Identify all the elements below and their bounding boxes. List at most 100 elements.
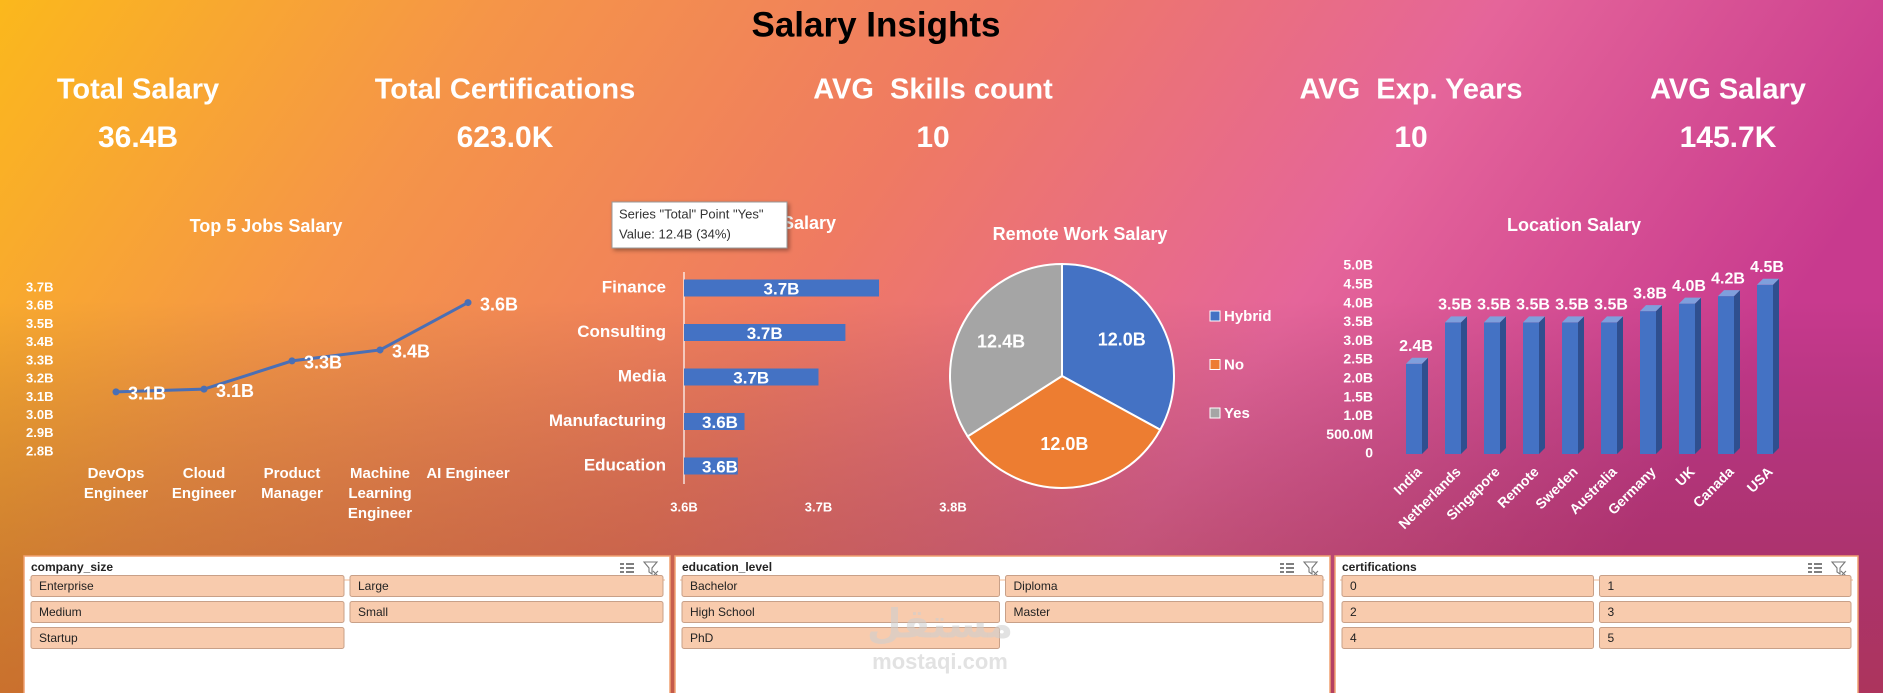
bar-front: [1640, 311, 1656, 454]
bar-side: [1539, 316, 1545, 454]
slicer-button-label: Small: [358, 605, 388, 619]
data-label: 3.6B: [702, 457, 738, 476]
y-tick-label: 3.3B: [26, 352, 53, 367]
slicer-button[interactable]: [1005, 601, 1324, 623]
slicer-button-label: 5: [1608, 631, 1615, 645]
bar-side: [1734, 290, 1740, 454]
pie-slice: [966, 374, 1162, 490]
x-tick-label: 3.6B: [670, 499, 697, 514]
bar-side: [1656, 305, 1662, 454]
x-tick-label: Product Manager: [261, 465, 323, 502]
slicer-button[interactable]: [1341, 601, 1594, 623]
slicer-button[interactable]: [1599, 601, 1852, 623]
kpi-label: Total Certifications: [375, 74, 636, 106]
slicer-button[interactable]: [1341, 627, 1594, 649]
bar-top: [1562, 316, 1584, 323]
bar: [1718, 290, 1740, 454]
multi-select-icon: [1280, 563, 1294, 573]
y-tick-label: 3.4B: [26, 334, 53, 349]
legend-swatch: [1209, 310, 1221, 322]
bar: [1757, 278, 1779, 454]
slicer-button[interactable]: [349, 575, 664, 597]
marker: [464, 299, 472, 307]
kpi-label: AVG Skills count: [813, 74, 1053, 106]
data-label: 12.4B: [977, 331, 1025, 351]
watermark: mostaqi.com: [872, 649, 1008, 674]
slicer-header: certifications: [1342, 560, 1417, 574]
slicer-header: education_level: [682, 560, 772, 574]
legend-label: Yes: [1224, 405, 1250, 422]
data-label: 3.7B: [733, 368, 769, 387]
data-label: 3.5B: [1477, 297, 1511, 314]
bar: [1640, 305, 1662, 454]
slicer-button[interactable]: [1599, 575, 1852, 597]
y-tick-label: 3.0B: [1343, 332, 1373, 348]
tooltip-box: [611, 201, 788, 249]
bar-top: [1484, 316, 1506, 323]
x-tick-label: AI Engineer: [426, 465, 510, 482]
kpi-label: Total Salary: [57, 74, 219, 106]
slicer-button[interactable]: [349, 601, 664, 623]
kpi-label: AVG Salary: [1650, 74, 1806, 106]
bar-side: [1500, 316, 1506, 454]
slicer-button-label: High School: [690, 605, 755, 619]
y-tick-label: 0: [1365, 445, 1373, 461]
bar-side: [1617, 316, 1623, 454]
bar: [1679, 297, 1701, 454]
slicer-button[interactable]: [1005, 575, 1324, 597]
data-label: 2.4B: [1399, 338, 1433, 355]
y-tick-label: Consulting: [577, 322, 666, 341]
data-label: 12.0B: [1098, 329, 1146, 349]
bar-top: [1601, 316, 1623, 323]
slicer-button[interactable]: [1599, 627, 1852, 649]
slicer-button-label: Enterprise: [39, 579, 94, 593]
marker: [112, 388, 120, 396]
slicer-header: company_size: [31, 560, 113, 574]
slicer-button-label: 3: [1608, 605, 1615, 619]
bar-top: [1445, 316, 1467, 323]
y-tick-label: 3.0B: [26, 407, 53, 422]
data-label: 3.7B: [747, 324, 783, 343]
tooltip-line: Value: 12.4B (34%): [619, 226, 731, 241]
slicer-button[interactable]: [1341, 575, 1594, 597]
data-label: 3.1B: [128, 384, 166, 404]
bar-front: [1718, 296, 1734, 454]
data-label: 3.3B: [304, 353, 342, 373]
bar: [1484, 316, 1506, 454]
y-tick-label: 3.6B: [26, 298, 53, 313]
data-label: 4.5B: [1750, 259, 1784, 276]
slicer-button[interactable]: [681, 601, 1000, 623]
slicer-button-label: 4: [1350, 631, 1357, 645]
y-tick-label: 1.0B: [1343, 407, 1373, 423]
pie-slice: [1061, 262, 1175, 432]
bar: [1601, 316, 1623, 454]
slicer-button[interactable]: [30, 601, 345, 623]
slicer-button[interactable]: [30, 627, 345, 649]
x-tick-label-box: Product Manager: [261, 465, 323, 502]
slicer-button-label: Bachelor: [690, 579, 737, 593]
bar: [1445, 316, 1467, 454]
slicer-button[interactable]: [30, 575, 345, 597]
data-label: 3.7B: [764, 279, 800, 298]
y-tick-label: 4.5B: [1343, 276, 1373, 292]
data-label: 12.0B: [1040, 434, 1088, 454]
kpi-value: 10: [916, 121, 949, 154]
slicer-button[interactable]: [681, 627, 1000, 649]
x-tick-label-box: Machine Learning Engineer: [348, 465, 412, 522]
y-tick-label: 2.9B: [26, 425, 53, 440]
legend-label: Hybrid: [1224, 308, 1272, 325]
slicer-button-label: 0: [1350, 579, 1357, 593]
slicer-button[interactable]: [681, 575, 1000, 597]
slicer-button-label: Startup: [39, 631, 78, 645]
y-tick-label: 2.5B: [1343, 351, 1373, 367]
watermark: مستقل: [867, 603, 1013, 647]
slicer-button-label: 1: [1608, 579, 1615, 593]
x-tick-label: Cloud Engineer: [171, 465, 237, 502]
dashboard-title: Salary Insights: [752, 5, 1001, 44]
data-label: 4.0B: [1672, 278, 1706, 295]
bar-top: [1640, 305, 1662, 312]
bar: [684, 457, 738, 475]
slicer-button-label: 2: [1350, 605, 1357, 619]
x-tick-label-box: Cloud Engineer: [171, 465, 237, 502]
y-tick-label: Media: [618, 366, 667, 385]
